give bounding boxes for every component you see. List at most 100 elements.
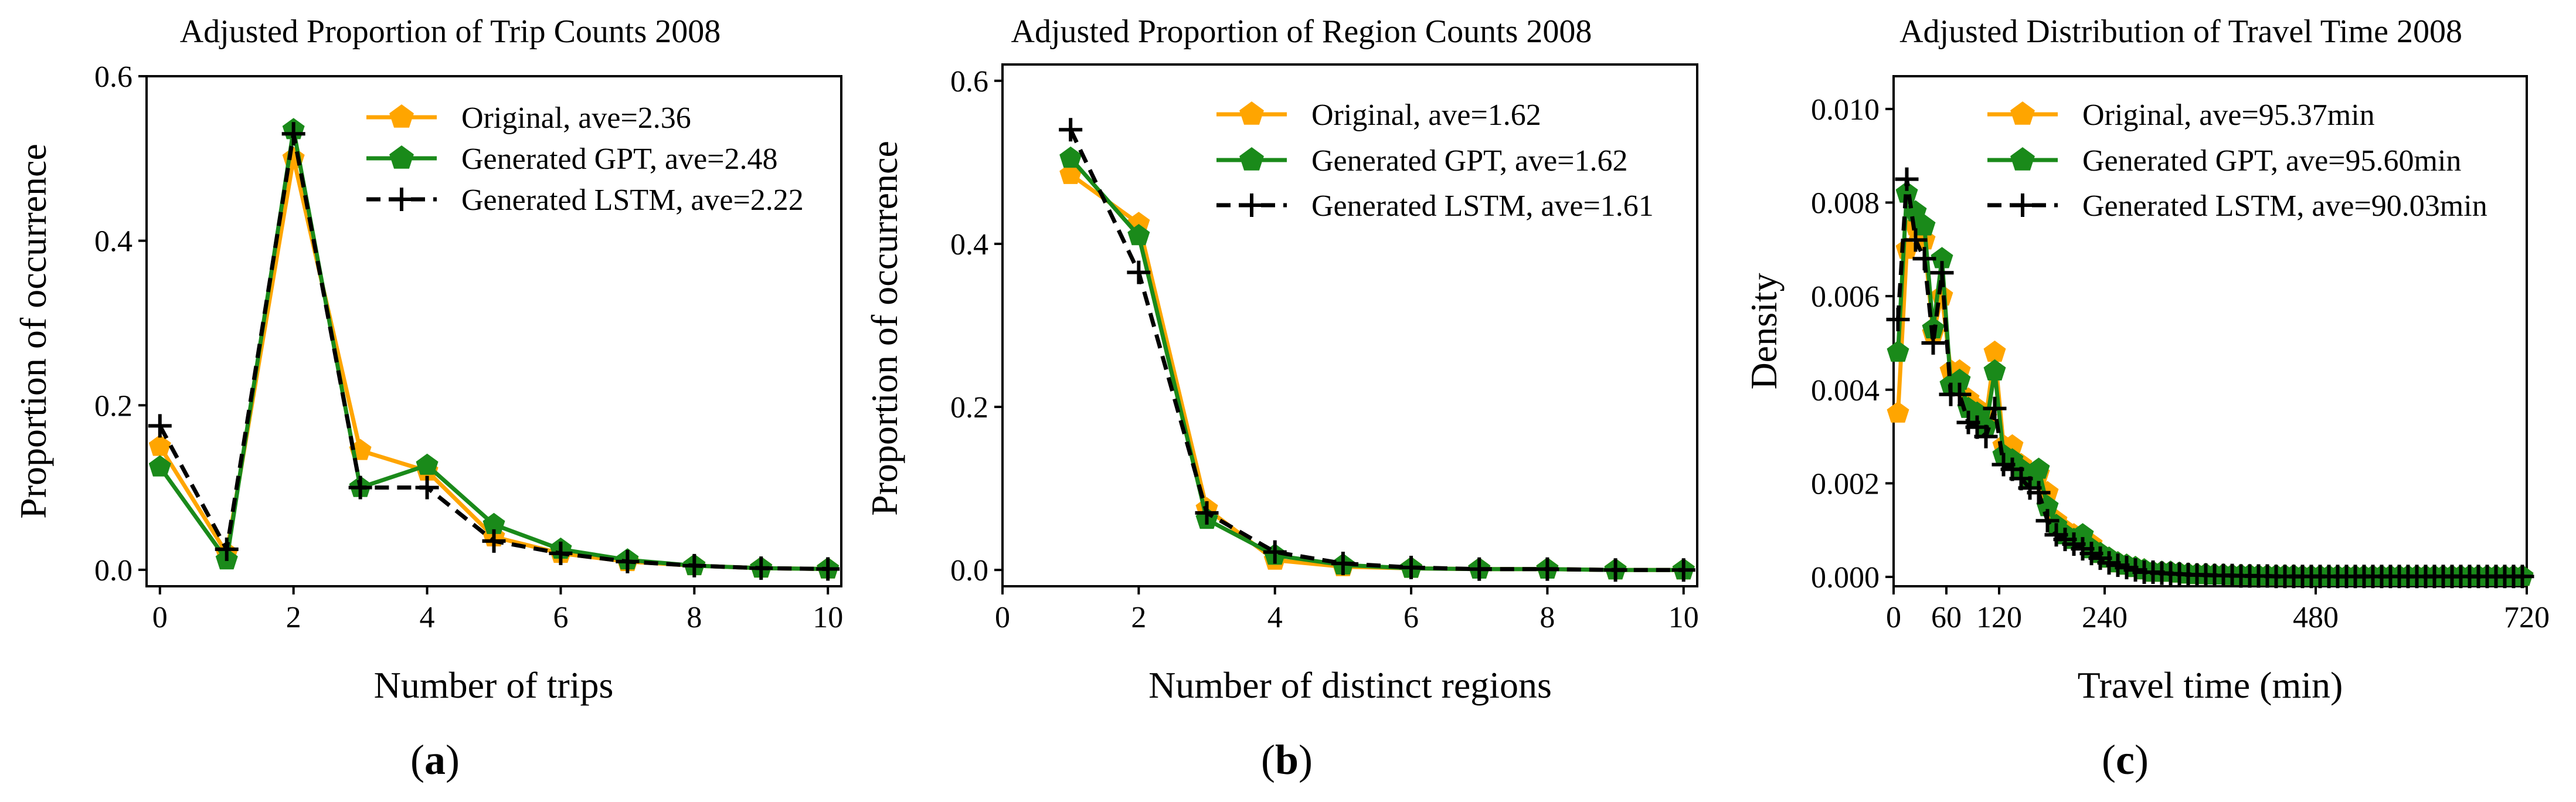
series-1-point <box>1948 368 1971 390</box>
series-2-point <box>1948 382 1972 406</box>
legend-label-original: Original, ave=1.62 <box>1311 98 1541 132</box>
y-tick-label: 0.000 <box>1811 561 1880 594</box>
series-2-point <box>1059 118 1083 142</box>
x-tick-label: 0 <box>1886 601 1901 634</box>
panel-a-series-layer <box>148 118 840 581</box>
series-2-point <box>1399 556 1423 580</box>
series-2-point <box>1535 557 1559 581</box>
legend-marker-lstm <box>2011 193 2034 217</box>
y-tick-label: 0.0 <box>950 554 988 587</box>
series-0-point <box>1887 401 1909 423</box>
series-2-point <box>1930 261 1954 285</box>
series-2-point <box>148 414 172 438</box>
y-tick-label: 0.6 <box>94 60 132 94</box>
y-tick-label: 0.004 <box>1811 374 1880 407</box>
panel-b-x-axis-label: Number of distinct regions <box>1148 664 1552 706</box>
x-tick-label: 4 <box>1267 601 1283 634</box>
panel-a-y-axis-label: Proportion of occurrence <box>12 144 54 519</box>
series-2-point <box>1331 552 1355 576</box>
series-2-point <box>2027 481 2051 505</box>
x-tick-label: 2 <box>1131 601 1146 634</box>
panel-a: Adjusted Proportion of Trip Counts 2008 … <box>12 13 843 783</box>
series-1-point <box>1059 146 1082 168</box>
panel-b: Adjusted Proportion of Region Counts 200… <box>864 13 1699 783</box>
x-tick-label: 6 <box>553 601 568 634</box>
series-2-point <box>549 541 573 565</box>
panel-a-ticks: 0 2 4 6 8 10 0.0 0.2 0.4 0.6 <box>94 60 843 634</box>
legend-marker-original <box>1239 101 1264 125</box>
panel-b-series-layer <box>1059 118 1695 582</box>
y-tick-label: 0.4 <box>94 225 132 259</box>
legend-label-lstm: Generated LSTM, ave=2.22 <box>461 183 804 217</box>
y-tick-label: 0.6 <box>950 65 988 98</box>
x-tick-label: 0 <box>152 601 168 634</box>
legend-marker-original <box>389 104 414 128</box>
series-1-point <box>482 512 505 534</box>
legend-label-lstm: Generated LSTM, ave=90.03min <box>2082 189 2487 223</box>
series-1-point <box>1931 247 1953 269</box>
y-tick-label: 0.0 <box>94 554 132 587</box>
series-2-point <box>482 529 506 553</box>
legend-label-original: Original, ave=2.36 <box>461 101 691 135</box>
series-2-point <box>1904 228 1928 252</box>
x-tick-label: 4 <box>420 601 435 634</box>
panel-c-legend: Original, ave=95.37min Generated GPT, av… <box>1987 98 2487 223</box>
x-tick-label: 10 <box>813 601 843 634</box>
legend-marker-gpt <box>389 145 414 169</box>
series-2-point <box>1195 501 1219 525</box>
panel-a-title: Adjusted Proportion of Trip Counts 2008 <box>180 13 721 50</box>
panel-c-y-axis-label: Density <box>1743 273 1785 389</box>
series-2-point <box>616 549 640 573</box>
series-2-point <box>682 553 706 577</box>
series-2-point <box>1912 247 1936 271</box>
series-1-point <box>1913 214 1936 236</box>
panel-b-y-axis-label: Proportion of occurrence <box>864 141 905 516</box>
legend-marker-gpt <box>2010 147 2035 171</box>
legend-label-gpt: Generated GPT, ave=1.62 <box>1311 144 1628 178</box>
series-2-point <box>2035 509 2060 533</box>
legend-label-gpt: Generated GPT, ave=95.60min <box>2082 144 2461 178</box>
panel-a-plot-frame <box>145 75 842 587</box>
x-tick-label: 720 <box>2504 601 2550 634</box>
y-tick-label: 0.010 <box>1811 93 1880 127</box>
x-tick-label: 8 <box>687 601 702 634</box>
panel-b-ticks: 0 2 4 6 8 10 0.0 0.2 0.4 0.6 <box>950 65 1699 634</box>
series-2-point <box>1983 396 2007 420</box>
panel-c-plot-frame <box>1892 75 2528 587</box>
series-2-point <box>1467 557 1491 581</box>
series-2-point <box>1671 558 1695 582</box>
y-tick-label: 0.008 <box>1811 187 1880 220</box>
y-tick-label: 0.2 <box>950 391 988 424</box>
legend-label-original: Original, ave=95.37min <box>2082 98 2375 132</box>
series-0-point <box>1983 340 2006 362</box>
x-tick-label: 6 <box>1403 601 1419 634</box>
y-tick-label: 0.006 <box>1811 280 1880 314</box>
series-1-point <box>1966 401 1989 423</box>
series-2-point <box>749 556 773 580</box>
x-tick-label: 10 <box>1668 601 1699 634</box>
x-tick-label: 2 <box>286 601 301 634</box>
series-2-point <box>1603 558 1627 582</box>
panel-a-x-axis-label: Number of trips <box>374 664 614 706</box>
legend-marker-original <box>2010 101 2035 125</box>
y-tick-label: 0.4 <box>950 228 988 261</box>
panel-b-plot-frame <box>1001 63 1698 587</box>
panel-a-legend: Original, ave=2.36 Generated GPT, ave=2.… <box>366 101 804 217</box>
series-2-point <box>1921 331 1945 355</box>
panel-b-label: (b) <box>1261 736 1313 783</box>
series-line-1 <box>1896 191 2523 579</box>
series-2-point <box>1886 308 1910 332</box>
y-tick-label: 0.2 <box>94 389 132 423</box>
panel-b-title: Adjusted Proportion of Region Counts 200… <box>1011 13 1592 50</box>
y-tick-label: 0.002 <box>1811 467 1880 501</box>
x-tick-label: 240 <box>2082 601 2128 634</box>
series-1-point <box>2027 457 2050 479</box>
legend-marker-lstm <box>390 188 413 211</box>
panel-c: Adjusted Distribution of Travel Time 200… <box>1743 13 2550 783</box>
series-2-point <box>215 537 239 561</box>
series-2-point <box>1263 540 1287 564</box>
series-1-point <box>416 453 439 475</box>
series-2-point <box>348 475 372 499</box>
x-tick-label: 8 <box>1540 601 1555 634</box>
